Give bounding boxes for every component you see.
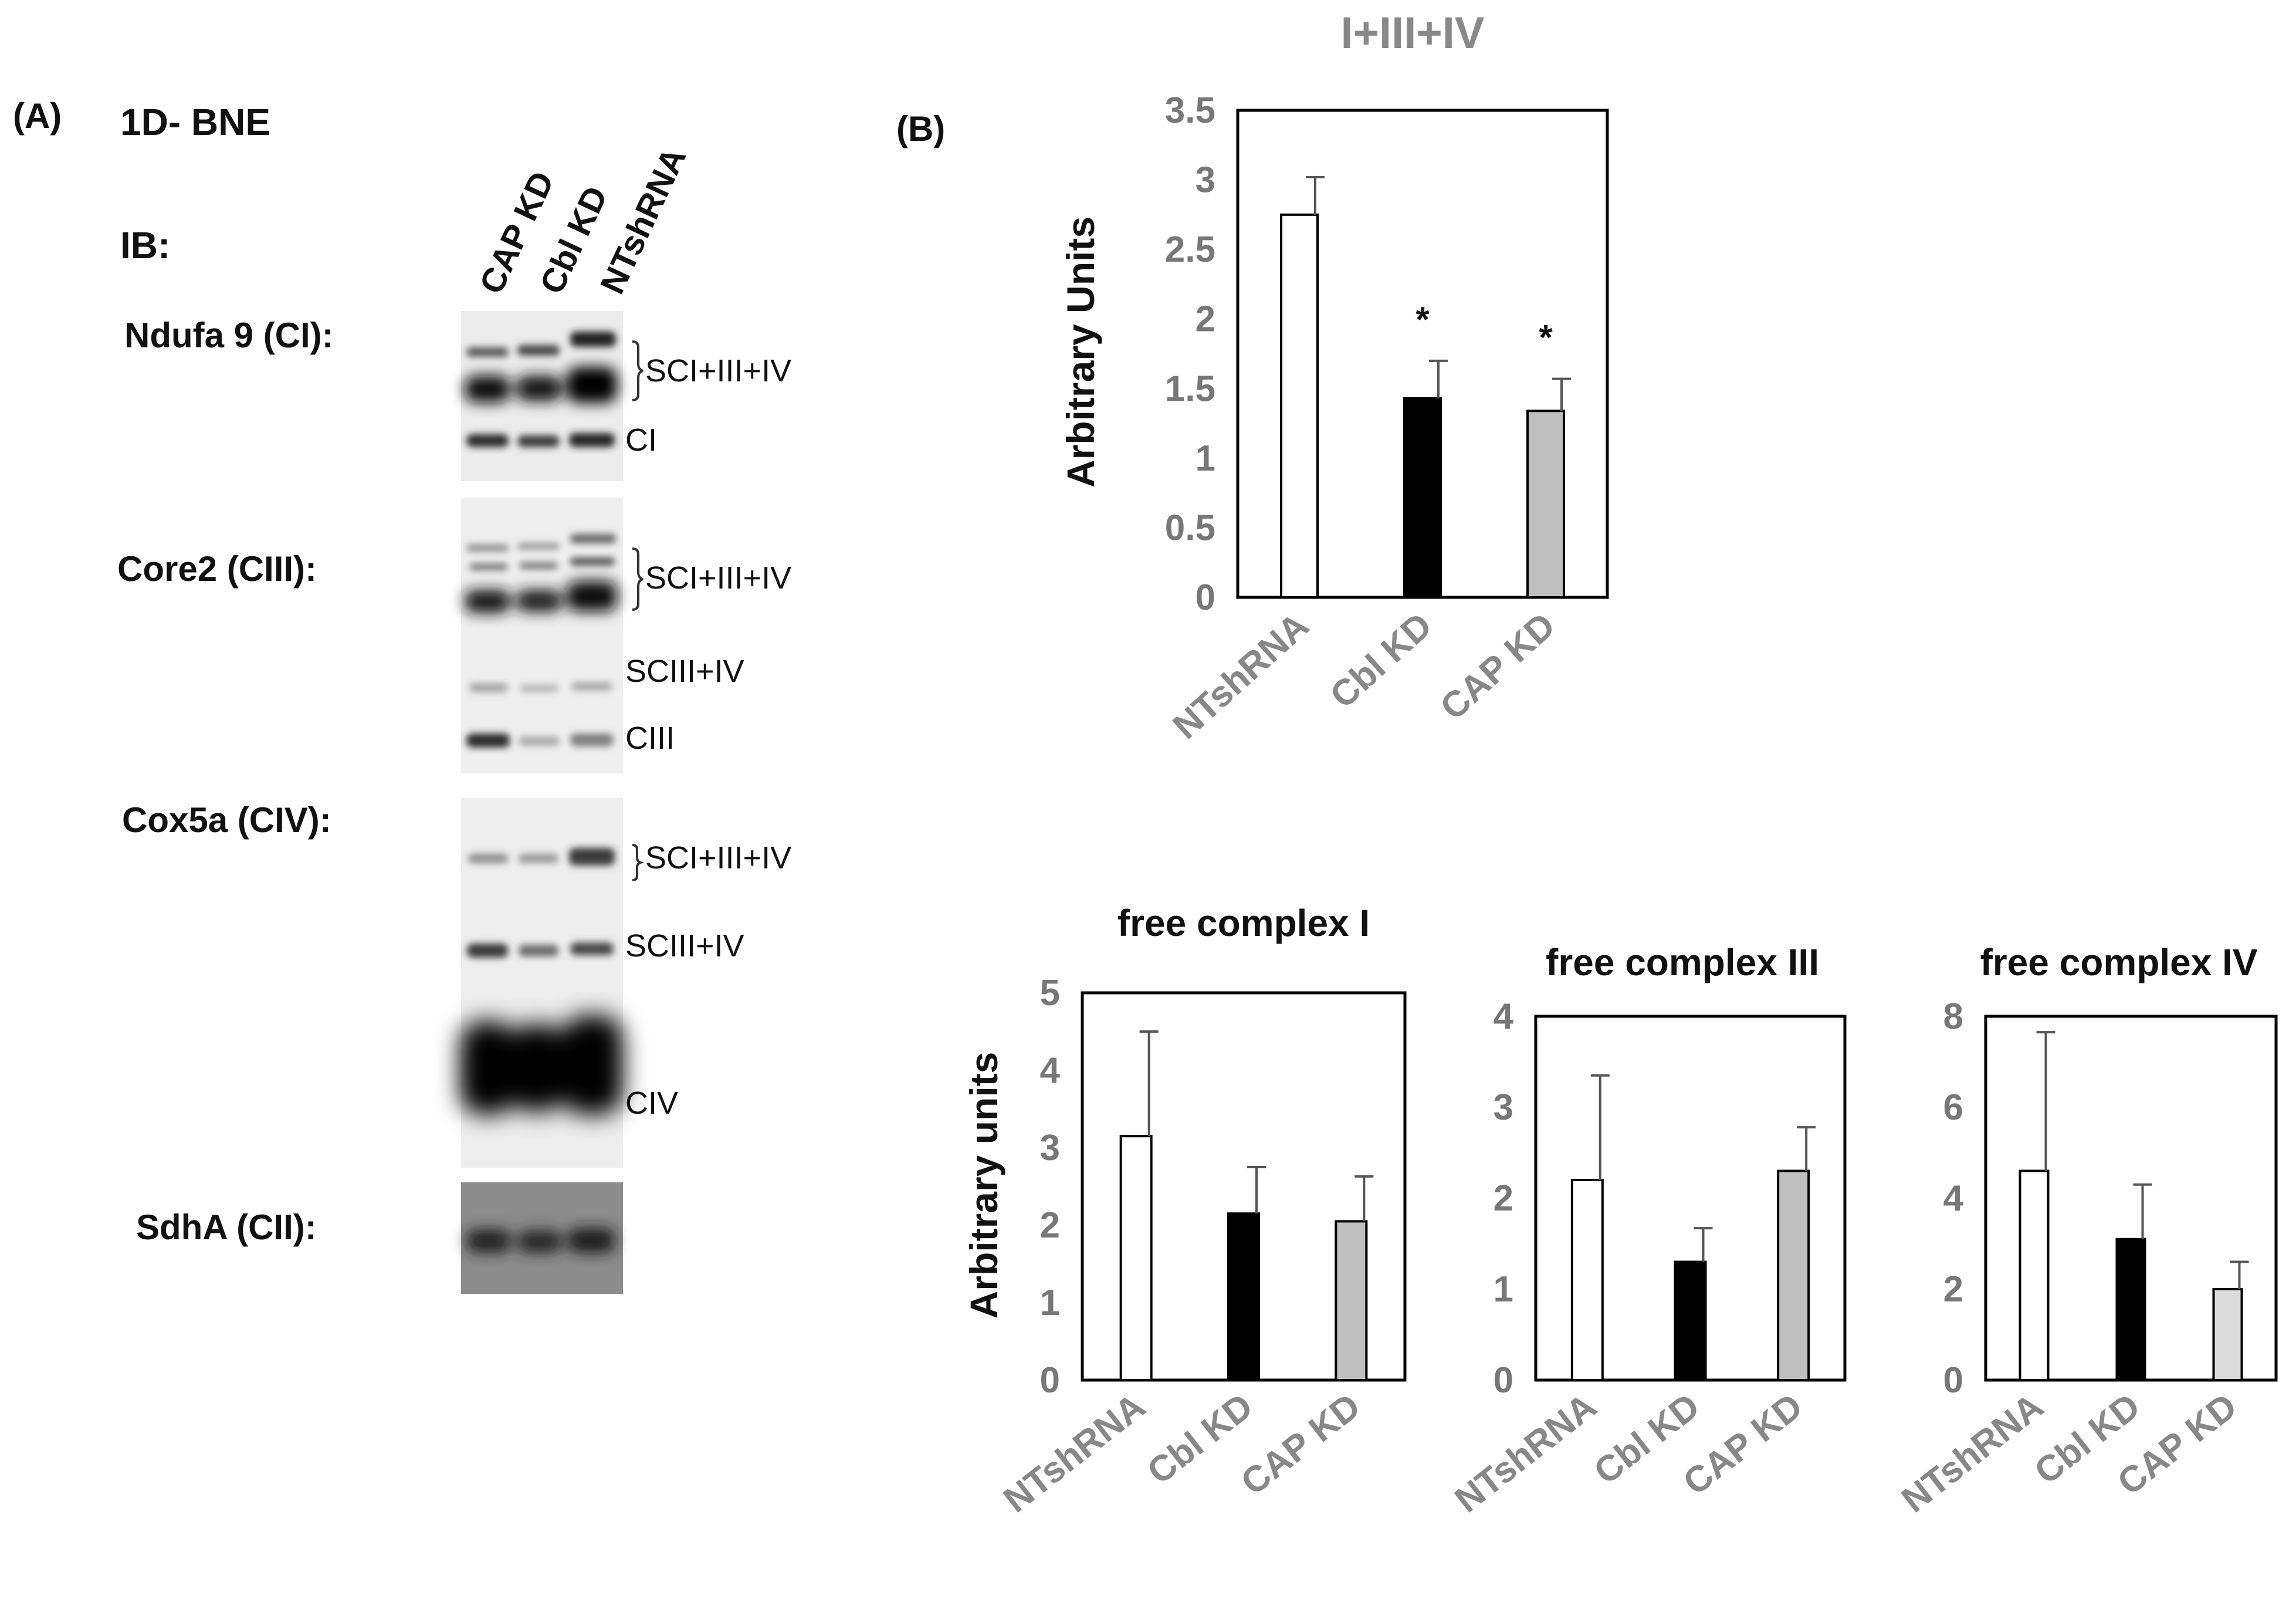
bar [1227, 1212, 1260, 1381]
chart-title: free complex I [1117, 902, 1370, 944]
bar [1403, 397, 1442, 599]
significance-marker: * [1539, 318, 1553, 357]
x-tick-label: Cbl KD [1323, 605, 1440, 716]
band-label-ci: CI [625, 422, 657, 458]
bar [1335, 1220, 1368, 1381]
x-tick-label: NTshRNA [1166, 605, 1317, 747]
bar [1280, 213, 1319, 599]
y-tick-label: 5 [1040, 973, 1060, 1013]
ib-label: IB: [120, 224, 170, 266]
y-axis-label: Arbitrary Units [1059, 217, 1102, 488]
y-tick-label: 1 [1494, 1269, 1513, 1310]
y-tick-label: 4 [1040, 1050, 1061, 1091]
y-tick-label: 0.5 [1165, 508, 1215, 548]
chart-title: I+III+IV [1340, 8, 1484, 58]
blot-ndufa9 [461, 311, 623, 481]
y-tick-label: 2 [1943, 1269, 1963, 1310]
bar [2019, 1169, 2050, 1381]
bar [2212, 1288, 2243, 1381]
antibody-label-cox5a: Cox5a (CIV): [122, 800, 331, 840]
bar [2115, 1238, 2146, 1381]
y-tick-label: 3 [1196, 160, 1215, 201]
band-label-scivi-3: SCI+III+IV [645, 840, 791, 875]
band-label-scivi-1: SCI+III+IV [645, 353, 791, 388]
y-tick-label: 2.5 [1165, 229, 1215, 270]
band-label-ciii: CIII [625, 721, 675, 756]
x-tick-label: CAP KD [1433, 605, 1563, 728]
y-tick-label: 2 [1196, 299, 1215, 340]
antibody-label-core2: Core2 (CIII): [117, 549, 317, 589]
x-tick-label: CAP KD [1234, 1386, 1368, 1503]
y-tick-label: 3 [1494, 1087, 1513, 1128]
x-tick-label: NTshRNA [1448, 1386, 1604, 1521]
chart-2: free complex I Arbitrary units 0 1 2 3 4 5 NTshR… [962, 902, 1407, 1521]
y-tick-label: 0 [1040, 1360, 1060, 1401]
panel-a: (A) 1D- BNE IB: CAP KD Cbl KD NTshRNA Nd… [13, 96, 791, 1294]
y-tick-label: 4 [1494, 996, 1514, 1037]
band-label-civ: CIV [625, 1086, 678, 1121]
band-label-sciiiiv-1: SCIII+IV [625, 654, 744, 689]
y-tick-label: 0 [1943, 1360, 1963, 1401]
panel-b-label: (B) [896, 109, 945, 148]
bar [1777, 1169, 1810, 1381]
chart-1: I+III+IV Arbitrary Units 0 0.5 1 1.5 2 2.5 3 3.5 N… [1059, 8, 1609, 747]
chart-title: free complex III [1546, 941, 1819, 983]
y-tick-label: 8 [1943, 996, 1963, 1037]
bar [1119, 1135, 1153, 1381]
y-axis-label: Arbitrary units [962, 1052, 1005, 1319]
bar [1570, 1179, 1604, 1381]
x-tick-label: NTshRNA [1894, 1386, 2051, 1521]
chart-title: free complex IV [1980, 941, 2257, 983]
y-tick-label: 1 [1196, 438, 1215, 479]
y-tick-label: 1.5 [1165, 368, 1215, 409]
lane-label-ntshrna: NTshRNA [593, 142, 693, 300]
panel-a-label: (A) [13, 96, 62, 136]
antibody-label-sdha: SdhA (CII): [136, 1208, 317, 1247]
y-tick-label: 2 [1040, 1205, 1060, 1246]
band-label-scivi-2: SCI+III+IV [645, 560, 791, 596]
y-tick-label: 4 [1943, 1178, 1964, 1219]
method-label: 1D- BNE [120, 101, 270, 143]
significance-marker: * [1415, 300, 1430, 339]
panel-b-charts: I+III+IV Arbitrary Units 0 0.5 1 1.5 2 2.5 3 3.5 N… [962, 8, 2278, 1521]
blot-cox5a [460, 798, 623, 1168]
band-label-sciiiiv-2: SCIII+IV [625, 928, 744, 963]
bar [1674, 1260, 1707, 1381]
antibody-label-ndufa9: Ndufa 9 (CI): [124, 316, 334, 355]
y-tick-label: 3.5 [1165, 90, 1215, 131]
y-tick-label: 3 [1040, 1128, 1060, 1168]
blot-core2 [461, 498, 623, 773]
blot-sdha [461, 1182, 623, 1294]
y-tick-label: 6 [1943, 1087, 1963, 1128]
bar [1526, 410, 1565, 599]
y-tick-label: 1 [1040, 1283, 1060, 1323]
y-tick-label: 0 [1196, 577, 1215, 618]
x-tick-label: CAP KD [1676, 1386, 1810, 1503]
y-tick-label: 0 [1494, 1360, 1513, 1401]
y-tick-label: 2 [1494, 1178, 1513, 1219]
x-tick-label: NTshRNA [996, 1386, 1153, 1521]
